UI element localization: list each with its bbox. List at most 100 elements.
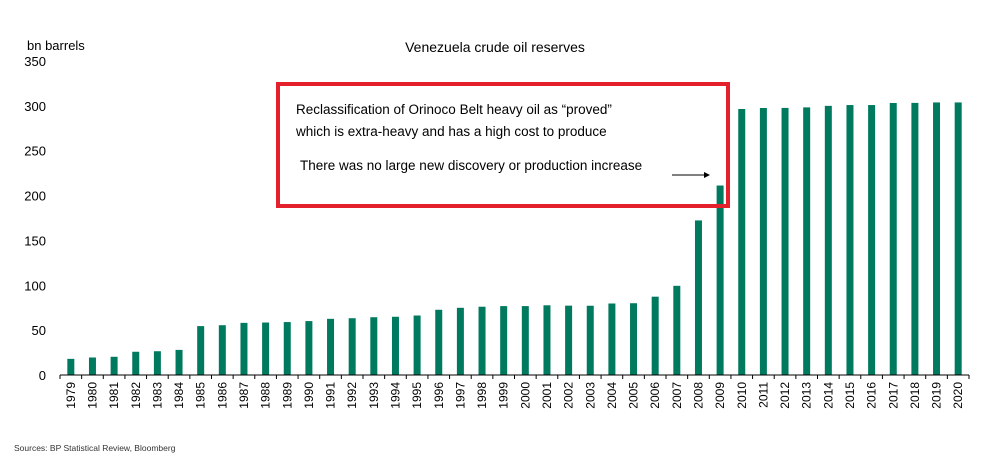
y-tick-label: 50 xyxy=(32,323,46,338)
bar-2017 xyxy=(889,102,897,376)
x-tick-label: 2006 xyxy=(648,382,662,409)
x-tick-label: 2010 xyxy=(735,382,749,409)
y-tick-label: 300 xyxy=(24,99,46,114)
x-tick-label: 2017 xyxy=(886,382,900,409)
annotation-box: Reclassification of Orinoco Belt heavy o… xyxy=(276,82,730,208)
bar-2000 xyxy=(521,306,529,375)
x-tick-label: 2005 xyxy=(627,382,641,409)
bar-2012 xyxy=(781,107,789,376)
arrow-icon xyxy=(672,172,710,178)
x-tick-label: 2015 xyxy=(843,382,857,409)
x-tick-label: 1995 xyxy=(410,382,424,409)
x-tick-label: 2004 xyxy=(605,382,619,409)
bar-2002 xyxy=(565,305,573,375)
annotation-line-3: There was no large new discovery or prod… xyxy=(300,158,643,173)
bar-1992 xyxy=(348,318,356,375)
x-tick-label: 1981 xyxy=(107,382,121,409)
x-tick-label: 1983 xyxy=(150,382,164,409)
x-tick-label: 2018 xyxy=(908,382,922,409)
bar-2009 xyxy=(716,185,724,375)
y-tick-label: 100 xyxy=(24,278,46,293)
x-tick-label: 1985 xyxy=(194,382,208,409)
source-note: Sources: BP Statistical Review, Bloomber… xyxy=(14,443,176,453)
bar-1997 xyxy=(456,307,464,375)
x-tick-label: 1999 xyxy=(497,382,511,409)
bar-2008 xyxy=(694,220,702,375)
x-tick-label: 1984 xyxy=(172,382,186,409)
x-tick-label: 2016 xyxy=(865,382,879,409)
y-tick-label: 350 xyxy=(24,54,46,69)
x-tick-label: 1982 xyxy=(129,382,143,409)
bar-2020 xyxy=(954,102,962,375)
y-tick-label: 150 xyxy=(24,233,46,248)
bar-2006 xyxy=(651,296,659,375)
y-tick-label: 250 xyxy=(24,144,46,159)
x-tick-label: 2007 xyxy=(670,382,684,409)
x-tick-label: 1991 xyxy=(324,382,338,409)
bar-1984 xyxy=(175,349,183,375)
y-tick-label: 0 xyxy=(39,368,46,383)
bar-2005 xyxy=(630,303,638,375)
x-tick-label: 1990 xyxy=(302,382,316,409)
y-tick-label: 200 xyxy=(24,189,46,204)
bar-2011 xyxy=(759,108,767,375)
x-tick-label: 2002 xyxy=(562,382,576,409)
x-tick-label: 2012 xyxy=(778,382,792,409)
bar-2013 xyxy=(803,107,811,375)
bar-2015 xyxy=(846,105,854,375)
bar-2019 xyxy=(933,102,941,375)
bar-1981 xyxy=(110,356,118,375)
x-tick-label: 1993 xyxy=(367,382,381,409)
bar-2010 xyxy=(738,108,746,376)
bar-1980 xyxy=(88,357,96,375)
bar-2016 xyxy=(868,105,876,375)
x-tick-label: 1980 xyxy=(85,382,99,409)
x-tick-label: 1988 xyxy=(259,382,273,409)
bar-1987 xyxy=(240,322,248,375)
x-tick-label: 1989 xyxy=(280,382,294,409)
bar-1985 xyxy=(197,326,205,375)
bar-1993 xyxy=(370,317,378,375)
x-tick-label: 2014 xyxy=(821,382,835,409)
annotation-line-2: which is extra-heavy and has a high cost… xyxy=(296,124,607,139)
x-tick-label: 2020 xyxy=(951,382,965,409)
bar-1982 xyxy=(132,351,140,375)
bar-1989 xyxy=(283,322,291,375)
x-tick-label: 1998 xyxy=(475,382,489,409)
bar-2007 xyxy=(673,285,681,375)
x-tick-label: 1979 xyxy=(64,382,78,409)
x-tick-label: 2001 xyxy=(540,382,554,409)
bar-2018 xyxy=(911,102,919,375)
x-tick-label: 1992 xyxy=(345,382,359,409)
bar-1986 xyxy=(218,325,226,375)
bar-2001 xyxy=(543,305,551,375)
x-tick-label: 1987 xyxy=(237,382,251,409)
bar-1995 xyxy=(413,315,421,375)
annotation-line-1: Reclassification of Orinoco Belt heavy o… xyxy=(296,102,612,117)
x-tick-label: 1994 xyxy=(388,382,402,409)
chart-title: Venezuela crude oil reserves xyxy=(405,39,585,55)
bar-1996 xyxy=(435,309,443,375)
bar-2014 xyxy=(824,105,832,375)
bar-1990 xyxy=(305,321,313,375)
x-tick-label: 2003 xyxy=(583,382,597,409)
bar-1998 xyxy=(478,306,486,375)
bar-1991 xyxy=(327,318,335,375)
x-tick-label: 2000 xyxy=(518,382,532,409)
bar-1994 xyxy=(391,316,399,375)
x-tick-label: 2009 xyxy=(713,382,727,409)
x-tick-label: 2011 xyxy=(756,382,770,408)
bar-1983 xyxy=(153,351,161,375)
x-tick-label: 1986 xyxy=(215,382,229,409)
bar-1999 xyxy=(500,306,508,375)
bar-2004 xyxy=(608,303,616,375)
y-axis-label: bn barrels xyxy=(27,38,85,53)
x-tick-label: 1997 xyxy=(453,382,467,409)
bar-1988 xyxy=(262,322,270,375)
x-tick-label: 1996 xyxy=(432,382,446,409)
bar-2003 xyxy=(586,305,594,375)
x-tick-label: 2008 xyxy=(691,382,705,409)
x-tick-label: 2019 xyxy=(930,382,944,409)
bar-1979 xyxy=(67,358,75,375)
